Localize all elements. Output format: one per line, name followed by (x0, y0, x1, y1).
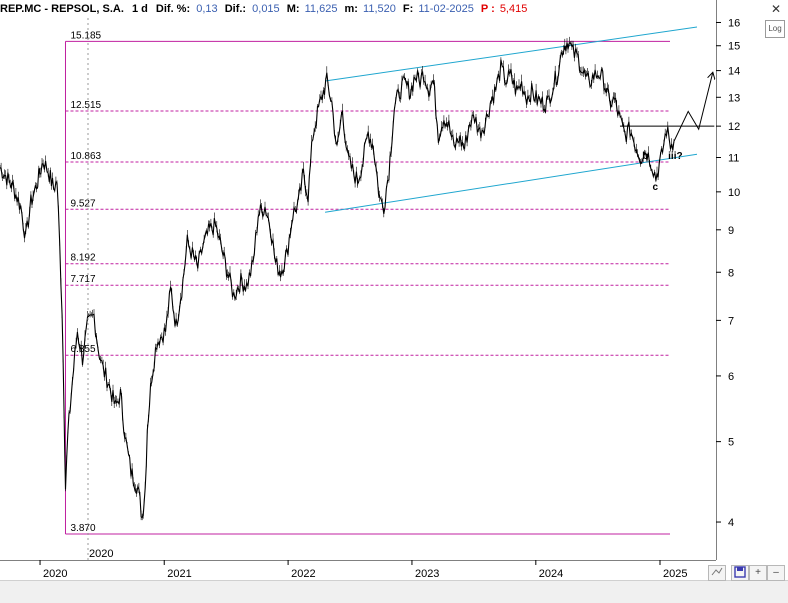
crosshair-icon[interactable] (708, 565, 726, 581)
date-tick-label-2: 2022 (291, 568, 315, 580)
date-tick-label-5: 2025 (663, 568, 687, 580)
price-tick-label-7: 11 (728, 152, 739, 164)
diff-value: 0,015 (252, 3, 280, 15)
price-tick-label-11: 15 (728, 41, 740, 53)
price-tick-label-5: 9 (728, 225, 734, 237)
crosshair-date-label: 2020 (89, 548, 113, 560)
wave-label-0: b (642, 151, 648, 162)
price-chart: 15.185 12.515 10.863 9.527 8.192 7.717 6.355 3.… (0, 18, 716, 560)
wave-label-2: iii? (668, 151, 682, 162)
price-tick-label-0: 4 (728, 517, 734, 529)
level-label-3: 9.527 (70, 198, 95, 209)
toggle-button[interactable]: + (749, 565, 767, 581)
save-icon[interactable] (731, 565, 749, 581)
level-label-2: 10.863 (70, 151, 101, 162)
level-label-0: 15.185 (70, 30, 101, 41)
level-label-6: 6.355 (70, 344, 95, 355)
date-tick-label-0: 2020 (43, 568, 67, 580)
price-tick-label-12: 16 (728, 17, 740, 29)
ticker-label: REP.MC - REPSOL, S.A. (0, 3, 124, 15)
pl-value: 5,415 (499, 3, 528, 15)
minimize-button[interactable]: – (767, 565, 785, 581)
date-axis-svg: 2020 2021 2022 2023 2024 2025 (0, 559, 716, 580)
diff-label: Dif.: (224, 3, 247, 15)
diff-pct-label: Dif. %: (155, 3, 191, 15)
price-tick-label-3: 7 (728, 315, 734, 327)
price-tick-label-9: 13 (728, 92, 740, 104)
channel-line-1 (325, 153, 698, 213)
diff-pct-value: 0,13 (196, 3, 218, 15)
log-scale-button[interactable]: Log (765, 20, 785, 38)
price-wicks (0, 36, 675, 521)
quote-header: REP.MC - REPSOL, S.A. 1 d Dif. %: 0,13 D… (0, 0, 720, 18)
level-label-7: 3.870 (70, 523, 95, 534)
projection-path (673, 73, 713, 142)
price-tick-label-6: 10 (728, 187, 740, 199)
level-label-1: 12.515 (70, 100, 101, 111)
period-label: 1 d (131, 3, 148, 15)
close-icon[interactable]: ✕ (770, 2, 782, 16)
level-label-5: 7.717 (70, 274, 95, 285)
price-tick-label-2: 6 (728, 371, 734, 383)
plot-area[interactable]: 15.185 12.515 10.863 9.527 8.192 7.717 6.355 3.… (0, 18, 716, 560)
high-value: 11,625 (304, 3, 338, 15)
date-tick-label-4: 2024 (539, 568, 563, 580)
date-tick-label-3: 2023 (415, 568, 439, 580)
date-axis[interactable]: 2020 2021 2022 2023 2024 2025 (0, 559, 716, 580)
date-tick-label-1: 2021 (167, 568, 191, 580)
price-axis-svg: 4 5 6 7 8 9 10 11 12 13 14 15 16 (715, 0, 740, 560)
high-label: M: (286, 3, 300, 15)
low-label: m: (344, 3, 358, 15)
level-label-4: 8.192 (70, 253, 95, 264)
price-tick-label-10: 14 (728, 66, 740, 78)
pl-label: P : (480, 3, 495, 15)
price-tick-label-1: 5 (728, 437, 734, 449)
date-label: F: (402, 3, 414, 15)
date-value: 11-02-2025 (418, 3, 474, 15)
price-axis[interactable]: 4 5 6 7 8 9 10 11 12 13 14 15 16 (715, 0, 788, 580)
low-value: 11,520 (363, 3, 396, 15)
wave-label-1: c (653, 182, 659, 193)
status-bar (0, 580, 788, 603)
price-line (0, 42, 675, 519)
price-tick-label-4: 8 (728, 267, 734, 279)
channel-line-0 (325, 26, 698, 82)
price-tick-label-8: 12 (728, 121, 740, 133)
